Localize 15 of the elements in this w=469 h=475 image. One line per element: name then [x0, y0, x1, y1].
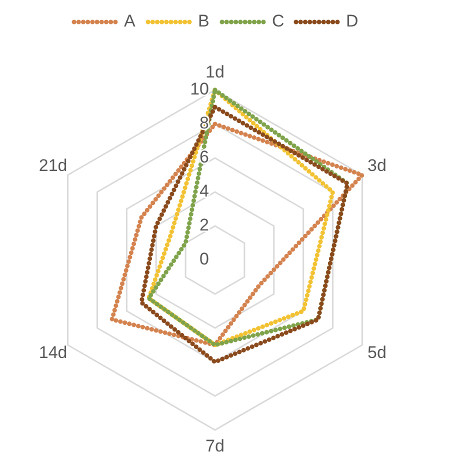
spoke-label: 7d: [206, 436, 224, 456]
y-tick-label: 2: [200, 215, 209, 234]
spoke-label: 5d: [367, 342, 386, 362]
spoke-label: 14d: [38, 342, 68, 362]
legend-label: A: [124, 11, 136, 30]
spoke-label: 1d: [206, 62, 224, 82]
spoke-label: 3d: [367, 156, 386, 175]
legend-label: C: [272, 11, 284, 30]
spoke-label: 21d: [38, 156, 68, 175]
y-tick-label: 8: [200, 113, 209, 132]
legend-label: D: [346, 11, 358, 30]
y-tick-label: 0: [200, 249, 209, 268]
y-tick-label: 4: [200, 181, 209, 200]
legend-label: B: [198, 11, 210, 30]
y-tick-label: 10: [190, 79, 209, 98]
